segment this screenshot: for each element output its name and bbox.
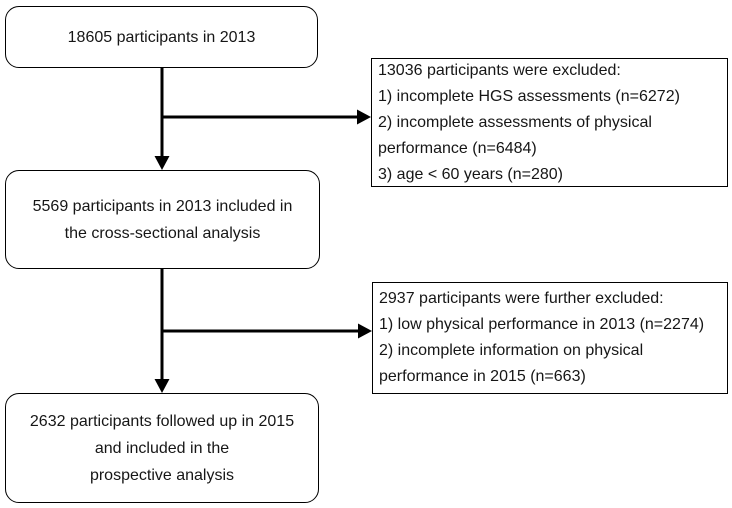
flow-node-prospective: 2632 participants followed up in 2015 an… <box>5 393 319 503</box>
exclusion-text-line: 2) incomplete information on physical <box>379 342 644 359</box>
exclusion-text-line: 1) low physical performance in 2013 (n=2… <box>379 316 705 333</box>
exclusion-node-first: 13036 participants were excluded: 1) inc… <box>371 58 728 187</box>
arrow-branch-to-exclusion-1 <box>160 109 371 125</box>
arrow-cohort-to-cross <box>154 67 170 170</box>
flow-node-cross-sectional: 5569 participants in 2013 included in th… <box>5 170 320 269</box>
arrow-cross-to-prospective <box>154 268 170 393</box>
arrowhead-down-icon <box>154 379 170 393</box>
flow-node-text: prospective analysis <box>89 466 235 484</box>
exclusion-text-line: 2) incomplete assessments of physical <box>378 113 652 131</box>
flow-node-text: and included in the <box>94 439 230 457</box>
exclusion-text-line: 2937 participants were further excluded: <box>379 290 664 307</box>
exclusion-node-second: 2937 participants were further excluded:… <box>372 282 728 394</box>
flow-node-text: 18605 participants in 2013 <box>67 28 256 46</box>
exclusion-text-line: 1) incomplete HGS assessments (n=6272) <box>378 87 680 105</box>
flow-node-text: 2632 participants followed up in 2015 <box>29 412 295 430</box>
exclusion-text-line: performance (n=6484) <box>378 139 537 157</box>
arrowhead-down-icon <box>154 156 170 170</box>
flow-node-text: the cross-sectional analysis <box>64 224 261 242</box>
exclusion-text-line: 13036 participants were excluded: <box>378 61 621 79</box>
exclusion-text-line: 3) age < 60 years (n=280) <box>378 165 564 183</box>
flow-node-text: 5569 participants in 2013 included in <box>32 197 293 215</box>
exclusion-text-line: performance in 2015 (n=663) <box>379 368 586 385</box>
arrowhead-right-icon <box>357 109 371 125</box>
flow-node-cohort-2013: 18605 participants in 2013 <box>5 6 318 68</box>
arrow-branch-to-exclusion-2 <box>160 323 372 339</box>
arrowhead-right-icon <box>358 323 372 339</box>
